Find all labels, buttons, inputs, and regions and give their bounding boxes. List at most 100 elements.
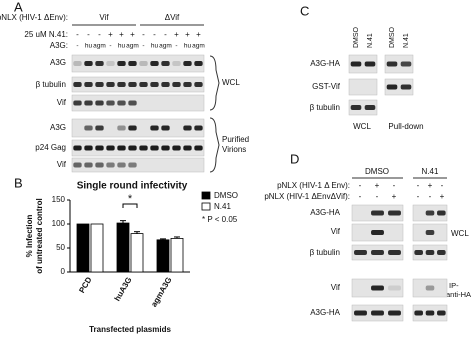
lane-sign: + xyxy=(196,30,201,39)
group-label: ΔVif xyxy=(165,13,180,22)
band xyxy=(117,145,126,151)
row-label: pNLX (HIV-1 ΔEnv): xyxy=(0,13,68,22)
band xyxy=(437,310,446,316)
band xyxy=(106,145,115,151)
blot xyxy=(71,157,205,173)
group-label: Vif xyxy=(99,13,109,22)
band xyxy=(150,145,159,151)
row-label: pNLX (HIV-1 Δ Env): xyxy=(277,181,350,190)
blot-label: Vif xyxy=(331,283,341,292)
band xyxy=(161,82,170,87)
band xyxy=(371,210,384,216)
x-axis-label: Transfected plasmids xyxy=(89,325,171,334)
band xyxy=(425,285,435,291)
band xyxy=(388,285,401,291)
bar xyxy=(76,223,90,273)
bar xyxy=(170,237,184,273)
band xyxy=(183,61,192,66)
legend-swatch xyxy=(201,191,211,200)
band xyxy=(183,82,192,87)
blot xyxy=(348,99,378,116)
band xyxy=(95,82,104,87)
band xyxy=(386,84,398,90)
blot-label: A3G-HA xyxy=(310,208,340,217)
lane-sign: - xyxy=(359,192,362,201)
band xyxy=(95,125,104,131)
band xyxy=(172,82,181,87)
band xyxy=(183,125,192,131)
lane-sign: agm xyxy=(159,43,172,50)
lane-sign: + xyxy=(440,192,445,201)
blot xyxy=(412,278,448,298)
lane-sign: - xyxy=(164,30,167,39)
band xyxy=(106,61,115,66)
band xyxy=(386,61,398,67)
lane-sign: + xyxy=(185,30,190,39)
group-label: WCL xyxy=(353,122,371,131)
band xyxy=(73,61,82,66)
band xyxy=(161,145,170,151)
band xyxy=(371,285,384,291)
panel-label: B xyxy=(14,175,23,190)
lane-sign: + xyxy=(130,30,135,39)
band xyxy=(117,82,126,87)
band xyxy=(400,84,412,90)
band xyxy=(194,145,203,151)
band xyxy=(84,82,93,87)
band xyxy=(95,162,104,168)
legend-note: * P < 0.05 xyxy=(202,215,238,224)
group-label: WCL xyxy=(451,229,469,238)
band xyxy=(95,145,104,151)
row-label: pNLX (HIV-1 ΔEnvΔVif): xyxy=(264,192,350,201)
group-label: anti-HA xyxy=(446,290,471,299)
blot-label: p24 Gag xyxy=(35,143,66,152)
band xyxy=(172,145,181,151)
group-label: IP- xyxy=(449,281,459,290)
band xyxy=(150,125,159,131)
sig-bracket xyxy=(122,203,138,208)
band xyxy=(414,310,423,316)
lane-sign: + xyxy=(119,30,124,39)
band xyxy=(117,100,126,106)
y-axis-label: of untreated control xyxy=(35,198,44,274)
band xyxy=(128,82,137,87)
band xyxy=(371,230,384,235)
lane-label: N.41 xyxy=(403,33,410,48)
bar xyxy=(90,223,104,273)
lane-sign: agm xyxy=(126,43,139,50)
band xyxy=(117,61,126,66)
band xyxy=(117,162,126,168)
panel-label: D xyxy=(290,151,299,166)
band xyxy=(161,125,170,131)
lane-label: DMSO xyxy=(389,26,396,48)
group-label: Virions xyxy=(222,145,246,154)
lane-sign: agm xyxy=(192,43,205,50)
lane-sign: - xyxy=(98,30,101,39)
band xyxy=(73,162,82,168)
group-label: Pull-down xyxy=(388,122,423,131)
band xyxy=(73,145,82,151)
lane-sign: - xyxy=(87,30,90,39)
band xyxy=(117,125,126,131)
y-tick-label: 100 xyxy=(52,219,66,228)
band xyxy=(95,61,104,66)
annotation: * xyxy=(128,193,133,205)
y-tick-label: 0 xyxy=(61,267,66,276)
blot-label: A3G xyxy=(50,58,66,67)
group-label: N.41 xyxy=(422,167,439,176)
band xyxy=(350,105,362,110)
band xyxy=(425,250,435,255)
blot xyxy=(348,54,378,74)
band xyxy=(194,125,203,131)
blot-label: Vif xyxy=(57,98,67,107)
band xyxy=(84,125,93,131)
lane-sign: + xyxy=(428,181,433,190)
band xyxy=(139,82,148,87)
band xyxy=(388,310,401,316)
band xyxy=(73,100,82,106)
band xyxy=(84,145,93,151)
lane-sign: - xyxy=(76,30,79,39)
lane-label: DMSO xyxy=(353,26,360,48)
legend-label: DMSO xyxy=(214,191,238,200)
group-label: WCL xyxy=(222,78,240,87)
